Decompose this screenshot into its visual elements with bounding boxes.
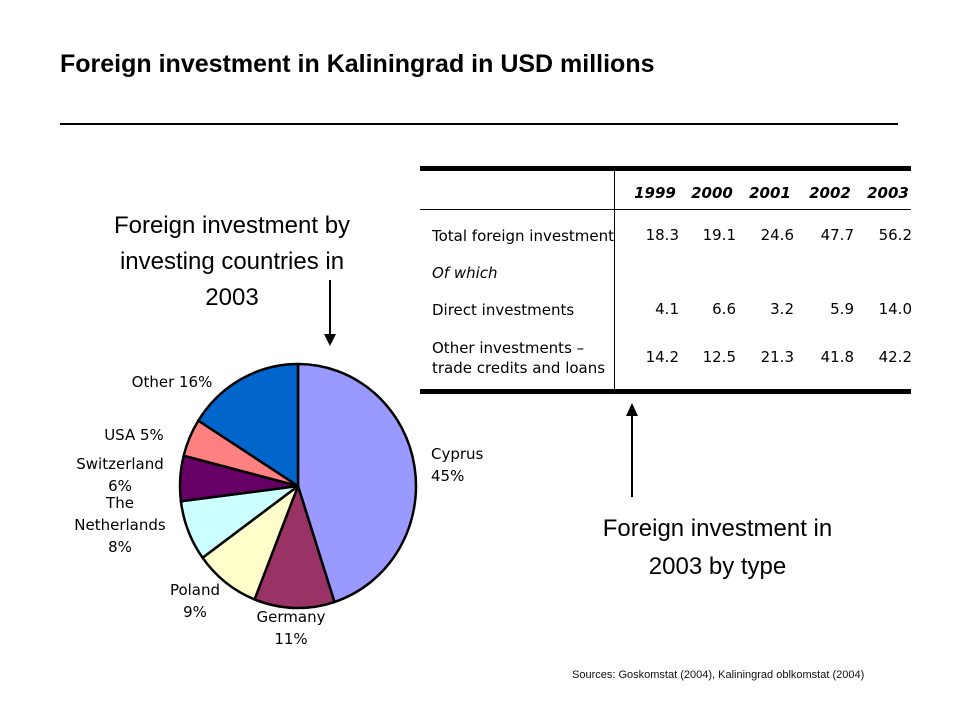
table-bottom-rule bbox=[420, 389, 911, 394]
table-cell: 14.0 bbox=[878, 300, 912, 318]
year-header: 2000 bbox=[691, 184, 733, 202]
table-pointer-arrow bbox=[626, 403, 638, 497]
table-cell: 56.2 bbox=[878, 226, 912, 244]
slice-label-switzerland: Switzerland 6% bbox=[76, 455, 164, 495]
slice-label-cyprus: Cyprus 45% bbox=[431, 445, 484, 485]
pie-slice-other bbox=[197, 362, 300, 488]
year-header: 2001 bbox=[749, 184, 791, 202]
pie-pointer-arrow bbox=[324, 280, 336, 346]
pie-slice-germany bbox=[253, 484, 336, 610]
table-cell: 21.3 bbox=[760, 348, 794, 366]
table-cell: 47.7 bbox=[820, 226, 854, 244]
pie-caption: Foreign investment by investing countrie… bbox=[60, 208, 404, 316]
investment-table: 1999 2000 2001 2002 2003 Total foreign invest… bbox=[420, 166, 912, 394]
row-label: Direct investments bbox=[432, 301, 575, 319]
type-caption: Foreign investment in 2003 by type bbox=[545, 510, 890, 586]
table-cell: 24.6 bbox=[760, 226, 794, 244]
slice-label-usa: USA 5% bbox=[104, 426, 164, 444]
slice-label-germany: Germany 11% bbox=[257, 608, 326, 648]
table-column-divider bbox=[614, 171, 615, 389]
year-header: 2003 bbox=[867, 184, 909, 202]
table-cell: 3.2 bbox=[770, 300, 794, 318]
table-cell: 4.1 bbox=[655, 300, 679, 318]
row-label: Other investments – trade credits and loa… bbox=[432, 339, 606, 377]
year-header: 2002 bbox=[809, 184, 851, 202]
table-header-rule bbox=[420, 209, 911, 210]
table-cell: 18.3 bbox=[645, 226, 679, 244]
table-cell: 5.9 bbox=[830, 300, 854, 318]
table-cell: 12.5 bbox=[702, 348, 736, 366]
table-cell: 41.8 bbox=[820, 348, 854, 366]
table-cell: 19.1 bbox=[702, 226, 736, 244]
slice-label-other: Other 16% bbox=[132, 373, 213, 391]
table-cell: 42.2 bbox=[878, 348, 912, 366]
year-header: 1999 bbox=[634, 184, 676, 202]
table-cell: 6.6 bbox=[712, 300, 736, 318]
title-underline bbox=[60, 123, 898, 125]
type-caption-line: 2003 by type bbox=[648, 553, 787, 580]
pie-slice-cyprus bbox=[296, 362, 418, 604]
slice-label-poland: Poland 9% bbox=[170, 581, 220, 621]
table-cell: 14.2 bbox=[645, 348, 679, 366]
table-top-rule bbox=[420, 166, 911, 171]
page-title: Foreign investment in Kaliningrad in USD… bbox=[60, 50, 655, 78]
pie-labels: Cyprus 45% Germany 11% Poland 9%The Netherland… bbox=[74, 373, 483, 648]
pie-chart bbox=[178, 362, 418, 610]
pie-caption-line: 2003 bbox=[205, 284, 259, 311]
pie-caption-line: investing countries in bbox=[119, 248, 345, 275]
type-caption-line: Foreign investment in bbox=[602, 515, 833, 542]
row-label: Total foreign investment bbox=[432, 227, 614, 245]
sources-note: Sources: Goskomstat (2004), Kaliningrad … bbox=[572, 669, 865, 681]
pie-caption-line: Foreign investment by bbox=[113, 212, 351, 239]
slice-label-the-netherlands: The Netherlands 8% bbox=[74, 494, 166, 556]
row-label: Of which bbox=[432, 264, 498, 282]
